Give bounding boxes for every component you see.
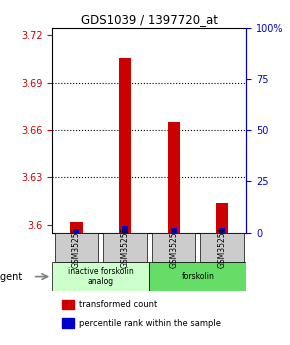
Bar [74,228,79,233]
Text: GSM35254: GSM35254 [218,227,227,268]
Bar [62,300,74,309]
Text: inactive forskolin
analog: inactive forskolin analog [68,267,134,286]
Bar [119,58,131,233]
Title: GDS1039 / 1397720_at: GDS1039 / 1397720_at [81,13,218,27]
FancyBboxPatch shape [52,262,149,291]
Bar [219,227,225,233]
FancyBboxPatch shape [55,233,98,262]
FancyBboxPatch shape [149,262,246,291]
Bar [62,318,74,328]
Bar [171,227,177,233]
Text: transformed count: transformed count [79,300,158,309]
Bar [216,203,228,233]
Text: percentile rank within the sample: percentile rank within the sample [79,318,221,328]
Bar [70,221,83,233]
FancyBboxPatch shape [200,233,244,262]
Text: GSM35255: GSM35255 [72,227,81,268]
Text: forskolin: forskolin [182,272,214,281]
Text: GSM35256: GSM35256 [121,227,130,268]
Bar [168,122,180,233]
Bar [122,227,128,233]
FancyBboxPatch shape [103,233,147,262]
FancyBboxPatch shape [152,233,195,262]
Text: agent: agent [0,272,23,282]
Text: GSM35253: GSM35253 [169,227,178,268]
